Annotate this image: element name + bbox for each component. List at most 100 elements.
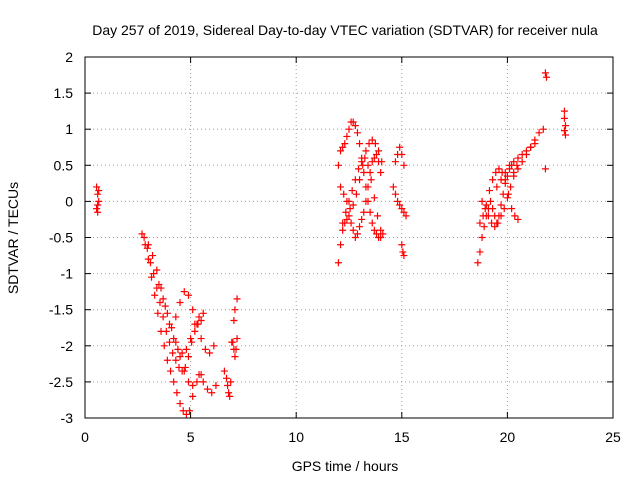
data-point bbox=[197, 317, 205, 325]
data-point bbox=[150, 270, 158, 278]
y-tick-label: 1.5 bbox=[54, 85, 74, 101]
series-arc-k bbox=[334, 118, 387, 241]
data-point bbox=[497, 201, 505, 209]
data-point bbox=[178, 349, 186, 357]
data-point bbox=[371, 140, 379, 148]
data-point bbox=[474, 259, 482, 267]
data-point bbox=[504, 190, 512, 198]
data-point bbox=[476, 219, 484, 227]
data-point bbox=[337, 241, 345, 249]
data-point bbox=[377, 234, 385, 241]
data-point bbox=[93, 183, 101, 191]
data-point bbox=[362, 147, 370, 155]
data-point bbox=[144, 255, 152, 263]
data-point bbox=[358, 158, 366, 166]
data-point bbox=[495, 165, 503, 173]
data-point bbox=[195, 371, 203, 379]
data-point bbox=[476, 248, 484, 256]
y-axis-label: SDTVAR / TECUs bbox=[5, 182, 21, 294]
data-point bbox=[481, 205, 489, 213]
data-point bbox=[172, 313, 180, 321]
data-point bbox=[163, 356, 171, 364]
x-tick-label: 5 bbox=[187, 429, 195, 445]
data-point bbox=[374, 212, 382, 220]
data-point bbox=[560, 114, 568, 122]
data-point bbox=[510, 158, 518, 166]
data-point bbox=[391, 158, 399, 166]
data-point bbox=[95, 197, 103, 205]
data-point bbox=[182, 345, 190, 353]
data-point bbox=[398, 241, 406, 249]
data-point bbox=[155, 280, 163, 288]
data-point bbox=[206, 349, 214, 357]
data-point bbox=[345, 125, 353, 133]
x-tick-label: 15 bbox=[394, 429, 410, 445]
data-point bbox=[161, 302, 169, 310]
data-point bbox=[345, 212, 353, 220]
data-point bbox=[168, 324, 176, 332]
data-point bbox=[508, 205, 516, 213]
data-point bbox=[353, 230, 361, 238]
data-point bbox=[165, 320, 173, 328]
data-point bbox=[488, 219, 496, 227]
data-point bbox=[535, 129, 543, 137]
data-point bbox=[391, 190, 399, 198]
data-point bbox=[402, 212, 410, 220]
series-arc-d bbox=[144, 241, 207, 357]
data-point bbox=[541, 165, 549, 173]
data-point bbox=[541, 69, 549, 77]
data-point bbox=[186, 407, 194, 415]
data-point bbox=[94, 190, 102, 198]
data-point bbox=[172, 338, 180, 346]
data-point bbox=[230, 317, 238, 325]
data-point bbox=[487, 197, 495, 205]
data-point bbox=[561, 122, 569, 130]
data-point bbox=[94, 208, 102, 216]
data-point bbox=[480, 223, 488, 231]
data-point bbox=[527, 143, 535, 151]
data-point bbox=[396, 201, 404, 209]
data-point bbox=[180, 367, 188, 375]
data-point bbox=[356, 140, 364, 148]
data-point bbox=[156, 298, 164, 306]
y-tick-label: 0.5 bbox=[54, 157, 74, 173]
data-point bbox=[182, 410, 190, 418]
data-point bbox=[189, 306, 197, 314]
y-tick-label: -2 bbox=[61, 338, 74, 354]
data-point bbox=[514, 165, 522, 173]
data-point bbox=[176, 298, 184, 306]
data-point bbox=[493, 183, 501, 191]
plot-frame bbox=[84, 56, 614, 419]
data-point bbox=[539, 125, 547, 133]
data-point bbox=[485, 187, 493, 195]
data-point bbox=[351, 176, 359, 184]
y-tick-label: -1 bbox=[61, 266, 74, 282]
data-point bbox=[377, 226, 385, 234]
data-point bbox=[400, 161, 408, 169]
data-point bbox=[478, 234, 486, 241]
data-point bbox=[400, 208, 408, 216]
data-point bbox=[144, 241, 152, 249]
data-point bbox=[484, 212, 492, 220]
y-tick-label: -1.5 bbox=[49, 302, 73, 318]
y-tick-label: -0.5 bbox=[49, 230, 73, 246]
data-point bbox=[510, 172, 518, 180]
data-point bbox=[184, 291, 192, 299]
data-point bbox=[394, 197, 402, 205]
data-point bbox=[95, 187, 103, 195]
data-point bbox=[224, 382, 232, 390]
data-point bbox=[146, 259, 154, 267]
data-point bbox=[159, 295, 167, 303]
data-point bbox=[503, 172, 511, 180]
data-point bbox=[379, 230, 387, 238]
data-point bbox=[220, 367, 228, 375]
data-point bbox=[492, 169, 500, 177]
data-point bbox=[364, 197, 372, 205]
series-arc-l bbox=[337, 136, 386, 213]
data-point bbox=[151, 291, 159, 299]
data-point bbox=[345, 197, 353, 205]
data-point bbox=[365, 140, 373, 148]
data-point bbox=[165, 338, 173, 346]
x-axis-label: GPS time / hours bbox=[292, 458, 399, 474]
data-point bbox=[148, 273, 156, 281]
